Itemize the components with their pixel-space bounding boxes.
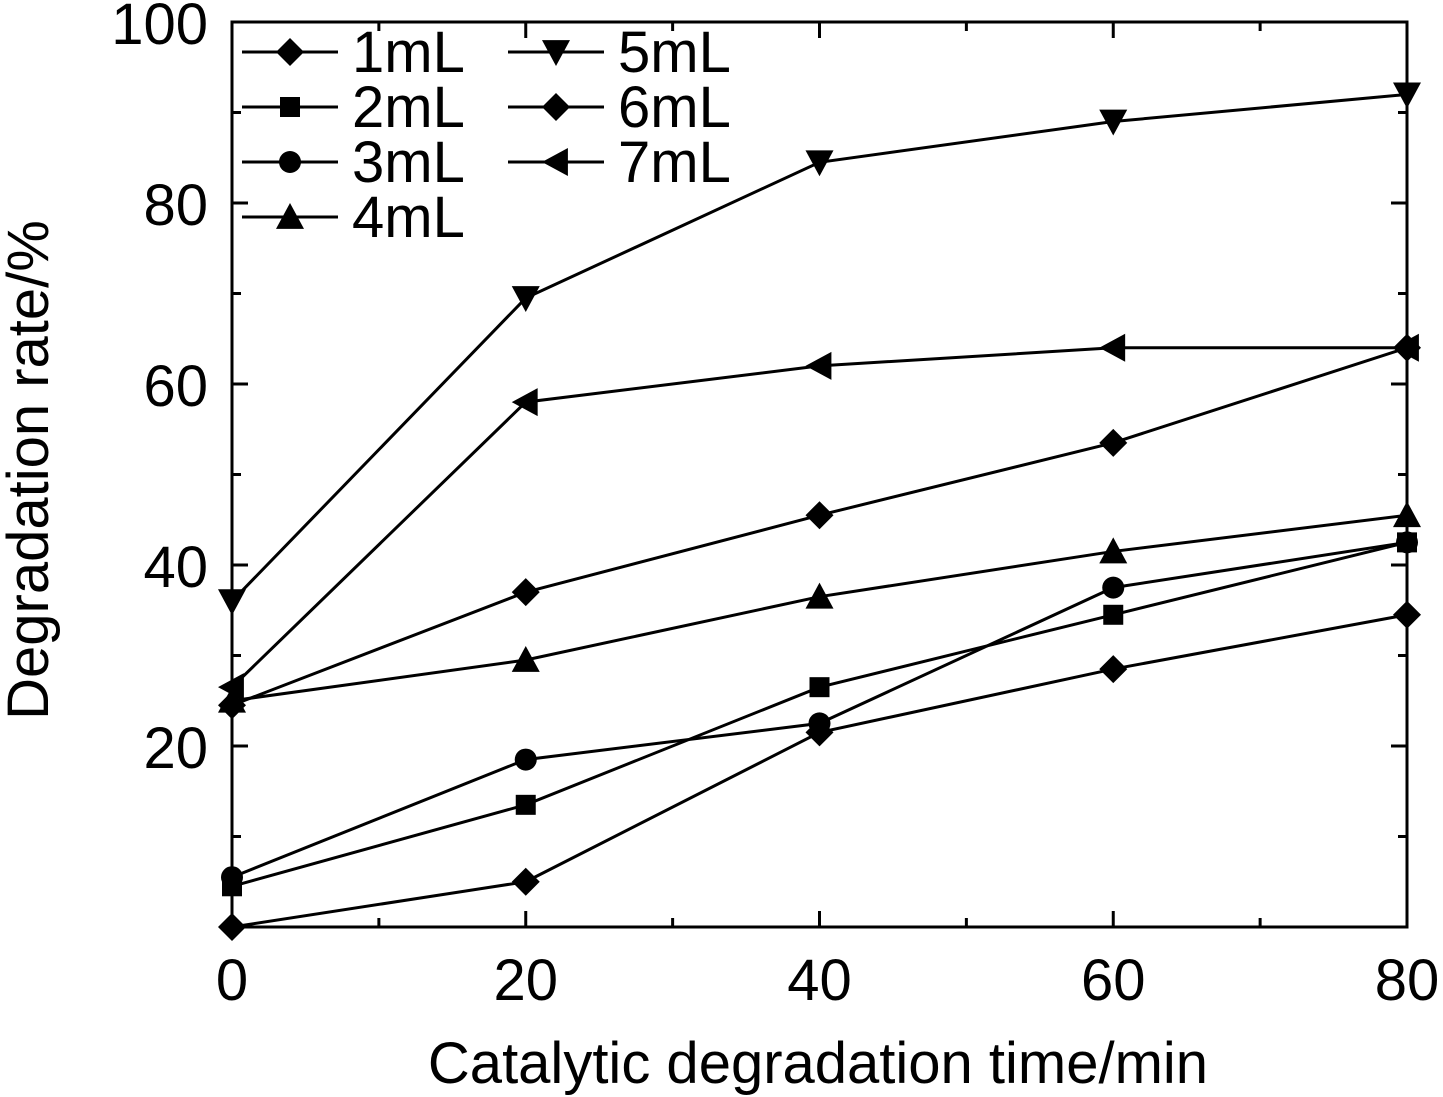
legend-marker [280,97,300,117]
legend-marker [276,203,304,229]
y-tick-label: 100 [111,0,208,57]
y-axis-label: Degradation rate/% [0,220,61,720]
y-tick-label: 80 [143,173,208,238]
data-point-1mL [1099,655,1128,684]
data-point-6mL [1099,428,1128,457]
legend-marker [279,151,301,173]
data-point-3mL [1102,576,1125,599]
data-point-3mL [808,712,831,735]
legend-marker [542,93,570,121]
legend-label: 2mL [352,75,465,140]
legend-marker [542,40,570,66]
data-point-1mL [511,867,540,896]
legend-label: 6mL [618,75,731,140]
axes: 0 20 40 60 80 20 40 60 80 100 [111,0,1439,1013]
data-point-3mL [514,748,537,771]
legend-entry-4mL: 4mL [242,185,465,250]
legend-label: 7mL [618,130,731,195]
legend-entry-1mL: 1mL [242,20,465,85]
legend-entry-3mL: 3mL [242,130,465,195]
data-point-7mL [1099,333,1126,362]
data-point-7mL [511,388,538,417]
data-point-5mL [511,286,540,313]
series-1mL [218,600,1421,941]
x-tick-label: 60 [1081,948,1146,1013]
x-tick-label: 0 [216,948,248,1013]
y-tick-label: 60 [143,354,208,419]
x-tick-label: 80 [1375,948,1440,1013]
data-point-4mL [511,646,540,672]
legend-label: 1mL [352,20,465,85]
data-point-2mL [515,794,536,815]
y-tick-label: 40 [143,535,208,600]
legend-label: 4mL [352,185,465,250]
legend-entry-7mL: 7mL [508,130,731,195]
data-point-7mL [805,351,832,380]
legend-entry-5mL: 5mL [508,20,731,85]
legend-marker [276,38,304,66]
data-point-6mL [511,578,540,607]
legend-label: 3mL [352,130,465,195]
legend-entry-6mL: 6mL [508,75,731,140]
legend-label: 5mL [618,20,731,85]
series-line-1mL [231,613,1408,929]
legend-marker [542,148,568,176]
legend-entry-2mL: 2mL [242,75,465,140]
data-point-5mL [805,150,834,177]
series-3mL [221,531,1418,889]
data-point-5mL [1099,109,1128,136]
data-point-6mL [805,501,834,530]
y-tick-label: 20 [143,716,208,781]
x-axis-label: Catalytic degradation time/min [428,1031,1208,1096]
data-point-4mL [805,582,834,609]
x-tick-label: 20 [493,948,558,1013]
data-point-2mL [809,677,830,698]
x-tick-label: 40 [787,948,852,1013]
data-point-2mL [1103,604,1124,625]
plot-area [218,82,1421,941]
data-point-4mL [1099,537,1128,564]
